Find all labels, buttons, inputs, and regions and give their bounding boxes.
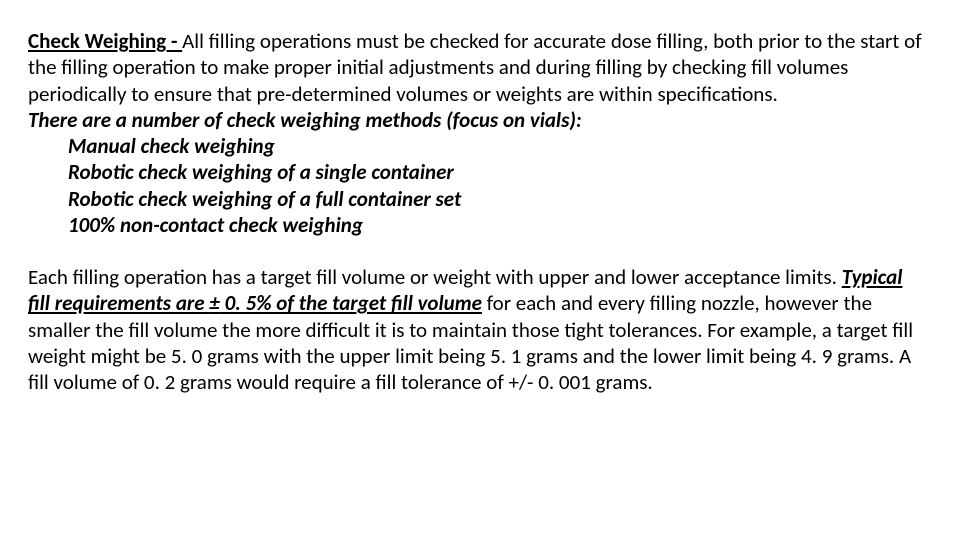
methods-intro: There are a number of check weighing met… bbox=[28, 107, 924, 133]
heading-check-weighing: Check Weighing - bbox=[28, 28, 182, 54]
paragraph-methods: There are a number of check weighing met… bbox=[28, 107, 924, 238]
list-item: Robotic check weighing of a single conta… bbox=[28, 159, 924, 185]
list-item: Robotic check weighing of a full contain… bbox=[28, 186, 924, 212]
paragraph-fill-requirements: Each filling operation has a target fill… bbox=[28, 264, 924, 395]
emphasis-text: 0. 5% of the target fill volume bbox=[220, 290, 482, 316]
list-item: Manual check weighing bbox=[28, 133, 924, 159]
plus-minus-symbol: ± bbox=[209, 290, 219, 316]
spacer bbox=[28, 238, 924, 264]
list-item: 100% non-contact check weighing bbox=[28, 212, 924, 238]
paragraph-check-weighing: Check Weighing - All filling operations … bbox=[28, 28, 924, 107]
body-text: Each filling operation has a target fill… bbox=[28, 264, 842, 290]
